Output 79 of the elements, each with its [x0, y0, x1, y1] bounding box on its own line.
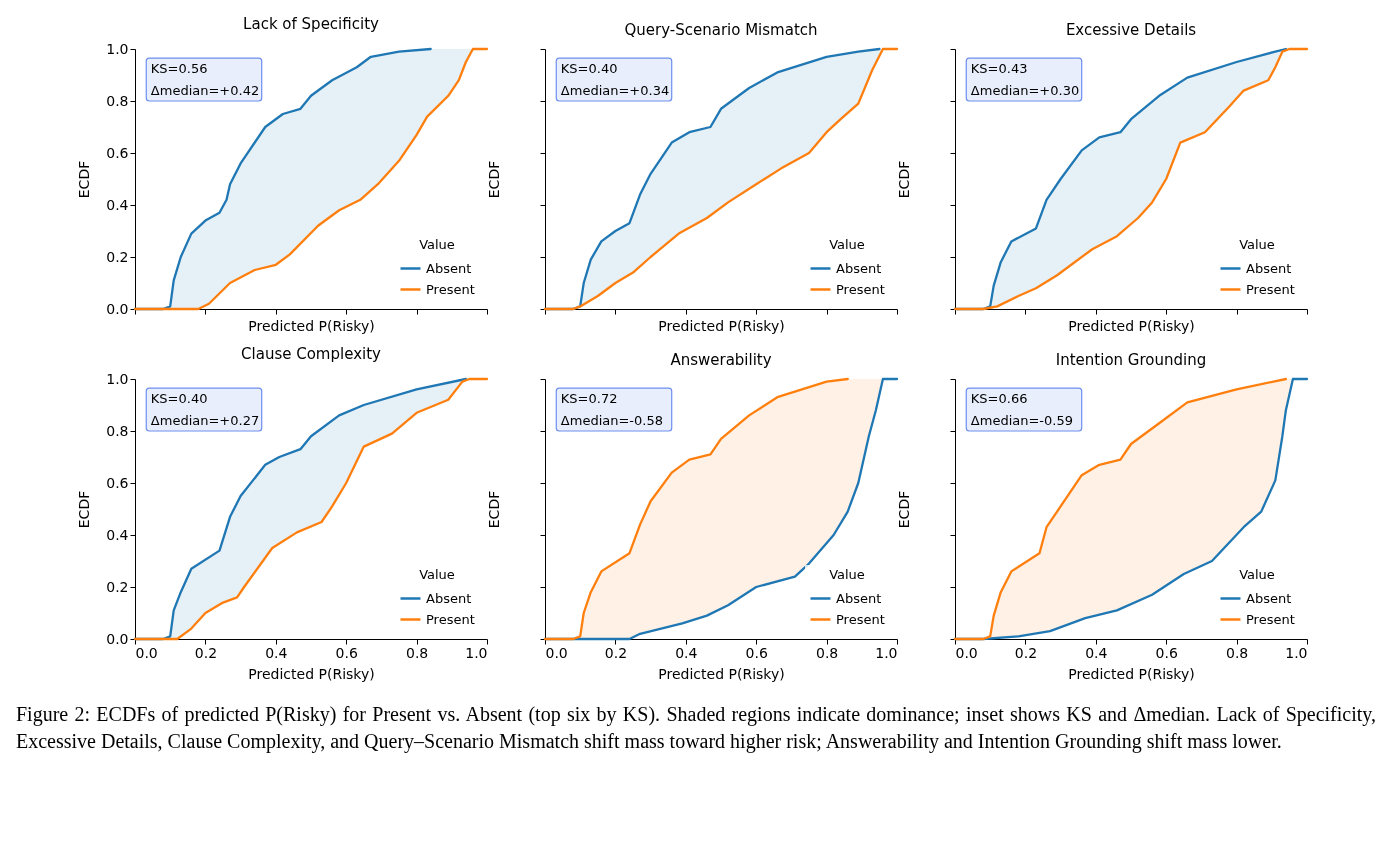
y-tick-label: 0.6: [106, 144, 129, 161]
legend-title: Value: [829, 567, 865, 582]
x-tick-label: 0.0: [955, 644, 978, 661]
legend-title: Value: [1239, 237, 1275, 252]
x-tick-label: 0.0: [135, 644, 158, 661]
caption: Figure 2: ECDFs of predicted P(Risky) for Present vs. Absent (top six by KS). Shaded regions indicate dominance; inset shows KS and Δmedian. Lack of Specificity, Excessive Details, Clause Complexity, and Query–Scenario Mismatch shift mass toward higher risk; Answerability and Intention Grounding shift mass lower.: [16, 702, 1376, 755]
legend-label: Absent: [426, 260, 472, 276]
x-tick-label: 0.6: [745, 644, 768, 661]
x-tick-label: 1.0: [875, 644, 898, 661]
legend-label: Present: [1246, 611, 1295, 627]
y-tick-label: 1.0: [106, 40, 129, 57]
y-tick-label: 0.2: [106, 578, 129, 595]
legend-label: Present: [426, 611, 475, 627]
x-tick-label: 0.6: [1155, 644, 1178, 661]
annotation: Δmedian=-0.59: [970, 412, 1073, 428]
x-axis-title: Predicted P(Risky): [658, 665, 785, 682]
y-axis-title: ECDF: [895, 490, 912, 529]
y-axis-title: ECDF: [75, 160, 92, 199]
legend-title: Value: [829, 237, 865, 252]
legend-label: Absent: [1246, 260, 1292, 276]
y-tick-label: 0.0: [106, 300, 129, 317]
legend-label: Absent: [836, 590, 882, 606]
x-tick-label: 1.0: [465, 644, 488, 661]
chart-title: Excessive Details: [1065, 20, 1197, 39]
annotation: KS=0.43: [970, 60, 1028, 76]
y-tick-label: 0.2: [106, 248, 129, 265]
legend-title: Value: [419, 237, 455, 252]
chart-title: Clause Complexity: [241, 345, 382, 363]
y-tick-label: 1.0: [106, 370, 129, 387]
y-axis-title: ECDF: [895, 160, 912, 199]
y-tick-label: 0.6: [106, 474, 129, 491]
y-tick-label: 0.4: [106, 196, 129, 213]
chart-title: Answerability: [670, 350, 772, 369]
legend-label: Absent: [836, 260, 882, 276]
legend-title: Value: [419, 567, 455, 582]
chart-title: Intention Grounding: [1055, 350, 1207, 369]
annotation: KS=0.72: [560, 390, 618, 406]
y-tick-label: 0.0: [106, 630, 129, 647]
legend-label: Present: [836, 281, 885, 297]
annotation: Δmedian=+0.34: [560, 82, 670, 98]
x-tick-label: 0.4: [1085, 644, 1108, 661]
annotation: Δmedian=+0.27: [150, 412, 260, 428]
y-axis-title: ECDF: [75, 490, 92, 529]
annotation: Δmedian=-0.58: [560, 412, 663, 428]
annotation: KS=0.40: [560, 60, 618, 76]
y-tick-label: 0.4: [106, 526, 129, 543]
x-axis-title: Predicted P(Risky): [248, 665, 375, 682]
annotation: KS=0.66: [970, 390, 1028, 406]
legend-title: Value: [1239, 567, 1275, 582]
x-axis-title: Predicted P(Risky): [248, 317, 375, 334]
x-tick-label: 0.2: [604, 644, 628, 661]
legend-label: Absent: [1246, 590, 1292, 606]
x-tick-label: 0.4: [265, 644, 288, 661]
annotation: KS=0.56: [150, 60, 208, 76]
x-tick-label: 0.8: [815, 644, 839, 661]
x-axis-title: Predicted P(Risky): [1068, 317, 1195, 334]
x-tick-label: 0.4: [675, 644, 698, 661]
y-tick-label: 0.8: [106, 92, 129, 109]
y-tick-label: 0.8: [106, 422, 129, 439]
x-axis-title: Predicted P(Risky): [1068, 665, 1195, 682]
x-tick-label: 1.0: [1285, 644, 1308, 661]
y-axis-title: ECDF: [485, 490, 502, 529]
x-tick-label: 0.6: [335, 644, 358, 661]
chart-title: Lack of Specificity: [243, 15, 380, 33]
x-tick-label: 0.2: [194, 644, 218, 661]
x-tick-label: 0.8: [405, 644, 429, 661]
chart-title: Query-Scenario Mismatch: [624, 20, 818, 39]
x-axis-title: Predicted P(Risky): [658, 317, 785, 334]
annotation: Δmedian=+0.30: [970, 82, 1080, 98]
annotation: Δmedian=+0.42: [150, 82, 260, 98]
annotation: KS=0.40: [150, 390, 208, 406]
y-axis-title: ECDF: [485, 160, 502, 199]
x-tick-label: 0.2: [1014, 644, 1038, 661]
x-tick-label: 0.0: [545, 644, 568, 661]
legend-label: Present: [1246, 281, 1295, 297]
legend-label: Present: [426, 281, 475, 297]
legend-label: Absent: [426, 590, 472, 606]
x-tick-label: 0.8: [1225, 644, 1249, 661]
legend-label: Present: [836, 611, 885, 627]
